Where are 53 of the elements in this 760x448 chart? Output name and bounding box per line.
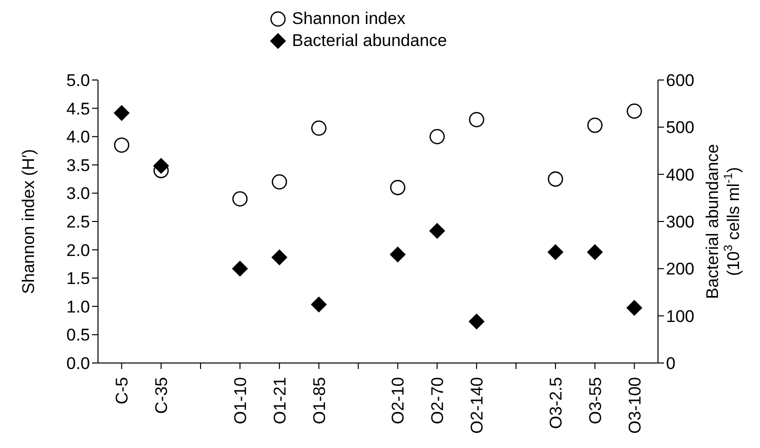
y2-tick-label: 600: [666, 71, 694, 90]
point: [153, 158, 170, 174]
point: [586, 244, 603, 260]
y2-tick-label: 100: [666, 306, 694, 326]
point: [547, 244, 564, 260]
point: [587, 118, 603, 133]
y-tick-label: 2.5: [66, 212, 90, 232]
y-tick-label: 3.5: [66, 156, 90, 175]
point: [114, 137, 130, 153]
point: [232, 191, 248, 207]
x-tick-label: O2-70: [428, 377, 448, 424]
y-tick-label: 4.0: [66, 128, 90, 147]
y-tick-label: 0.0: [66, 354, 90, 374]
x-tick-label: O3-100: [625, 377, 644, 434]
y-axis-title: Shannon index (H′): [19, 149, 38, 294]
y2-tick-label: 300: [666, 212, 694, 232]
point: [548, 171, 564, 187]
point: [429, 222, 446, 239]
point: [271, 249, 288, 266]
y-tick-label: 1.0: [66, 297, 90, 316]
point: [390, 246, 406, 263]
x-tick-label: O1-85: [310, 377, 329, 424]
y-tick-label: 4.5: [66, 99, 90, 118]
x-tick-label: O2-10: [388, 377, 408, 424]
point: [114, 105, 130, 122]
x-tick-label: O1-10: [230, 377, 250, 424]
point: [232, 260, 248, 277]
point: [272, 174, 288, 190]
point: [390, 180, 406, 196]
point: [626, 300, 642, 316]
legend-label: Bacterial abundance: [292, 31, 448, 51]
x-tick-label: O2-140: [468, 377, 487, 434]
point: [310, 296, 327, 313]
point: [468, 313, 485, 330]
y2-tick-label: 400: [666, 165, 694, 184]
y2-tick-label: 200: [666, 260, 694, 279]
y-tick-label: 0.5: [66, 326, 90, 345]
y-tick-label: 1.5: [66, 269, 90, 288]
point: [468, 112, 484, 128]
x-tick-label: C-35: [152, 377, 172, 414]
y-tick-label: 3.0: [66, 184, 90, 204]
point: [311, 120, 326, 136]
x-tick-label: O3-55: [586, 377, 605, 424]
x-tick-label: C-5: [112, 377, 132, 404]
point: [626, 103, 642, 119]
y-tick-label: 2.0: [66, 240, 90, 260]
y2-tick-label: 0: [666, 354, 676, 374]
x-tick-label: O3-2.5: [546, 377, 566, 429]
legend-label: Shannon index: [292, 9, 406, 29]
point: [430, 128, 445, 144]
y-tick-label: 5.0: [66, 71, 90, 90]
y2-tick-label: 500: [666, 118, 694, 138]
x-tick-label: O1-21: [270, 377, 290, 424]
